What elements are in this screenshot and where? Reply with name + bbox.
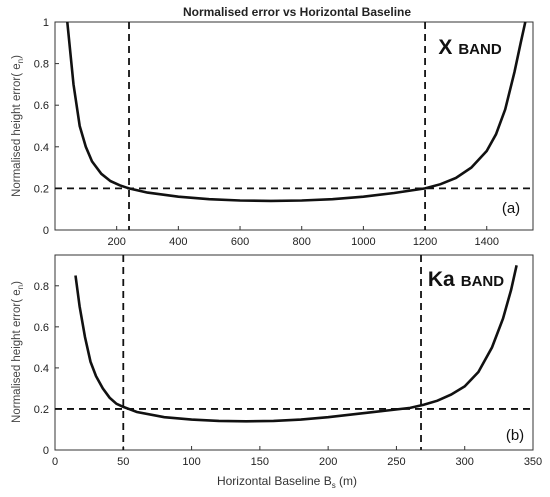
x-tick-label: 800 [293,236,311,248]
y-tick-label: 0.8 [34,281,49,293]
y-axis-label: Normalised height error( en) [11,281,25,423]
chart-panel-x-band: Normalised error vs Horizontal Baseline … [11,5,534,248]
chart-title: Normalised error vs Horizontal Baseline [183,5,411,19]
x-tick-label: 300 [456,456,474,468]
y-axis-label-sub: n [16,59,25,63]
plot-frame [54,254,534,451]
x-axis-label-sub: s [332,481,336,490]
x-tick-label: 0 [52,456,58,468]
band-label-main: X [438,36,452,59]
y-axis-ticks: 0 0.2 0.4 0.6 0.8 1 [34,17,59,237]
y-axis-label: Normalised height error( en) [11,55,25,197]
y-tick-label: 0.2 [34,183,49,195]
x-tick-label: 1200 [413,236,437,248]
y-axis-label-main: Normalised height error( e [11,63,23,197]
y-tick-label: 0.6 [34,322,49,334]
chart-panel-ka-band: 0 50 100 150 200 250 300 350 0 0.2 0.4 0.6 0.8 Ka BA… [11,254,542,490]
panel-tag: (b) [506,427,524,444]
plot-frame [54,21,534,231]
x-tick-label: 50 [117,456,129,468]
band-label-sub: BAND [461,273,504,290]
x-tick-label: 200 [319,456,337,468]
y-tick-label: 0.2 [34,404,49,416]
x-tick-label: 1400 [474,236,498,248]
reference-lines [55,22,533,230]
y-tick-label: 0 [43,225,49,237]
band-label-sub: BAND [458,41,501,58]
error-curve-line [74,265,518,423]
y-axis-label-close: ) [11,281,23,285]
y-tick-label: 0.6 [34,100,49,112]
y-tick-label: 0.4 [34,363,49,375]
y-axis-label-close: ) [11,55,23,59]
panel-tag: (a) [502,200,520,217]
x-tick-label: 400 [169,236,187,248]
x-tick-label: 1000 [351,236,375,248]
x-tick-label: 150 [251,456,269,468]
error-curve-line [66,21,527,203]
y-axis-ticks: 0 0.2 0.4 0.6 0.8 [34,281,59,457]
band-label: X BAND [438,36,502,59]
x-tick-label: 600 [231,236,249,248]
y-tick-label: 0.4 [34,142,49,154]
band-label: Ka BAND [428,268,504,291]
x-tick-label: 100 [182,456,200,468]
band-label-main: Ka [428,268,455,291]
x-tick-label: 350 [524,456,542,468]
x-tick-label: 250 [387,456,405,468]
x-axis-label: Horizontal Baseline Bs (m) [217,474,357,490]
x-axis-label-close: (m) [336,474,357,488]
y-axis-label-main: Normalised height error( e [11,289,23,423]
y-tick-label: 0.8 [34,59,49,71]
x-tick-label: 200 [107,236,125,248]
y-axis-label-sub: n [16,285,25,289]
y-tick-label: 0 [43,445,49,457]
x-axis-ticks: 200 400 600 800 1000 1200 1400 [107,226,499,248]
reference-lines [55,255,533,450]
x-axis-ticks: 0 50 100 150 200 250 300 350 [52,446,542,468]
x-axis-label-main: Horizontal Baseline B [217,474,332,488]
y-tick-label: 1 [43,17,49,29]
